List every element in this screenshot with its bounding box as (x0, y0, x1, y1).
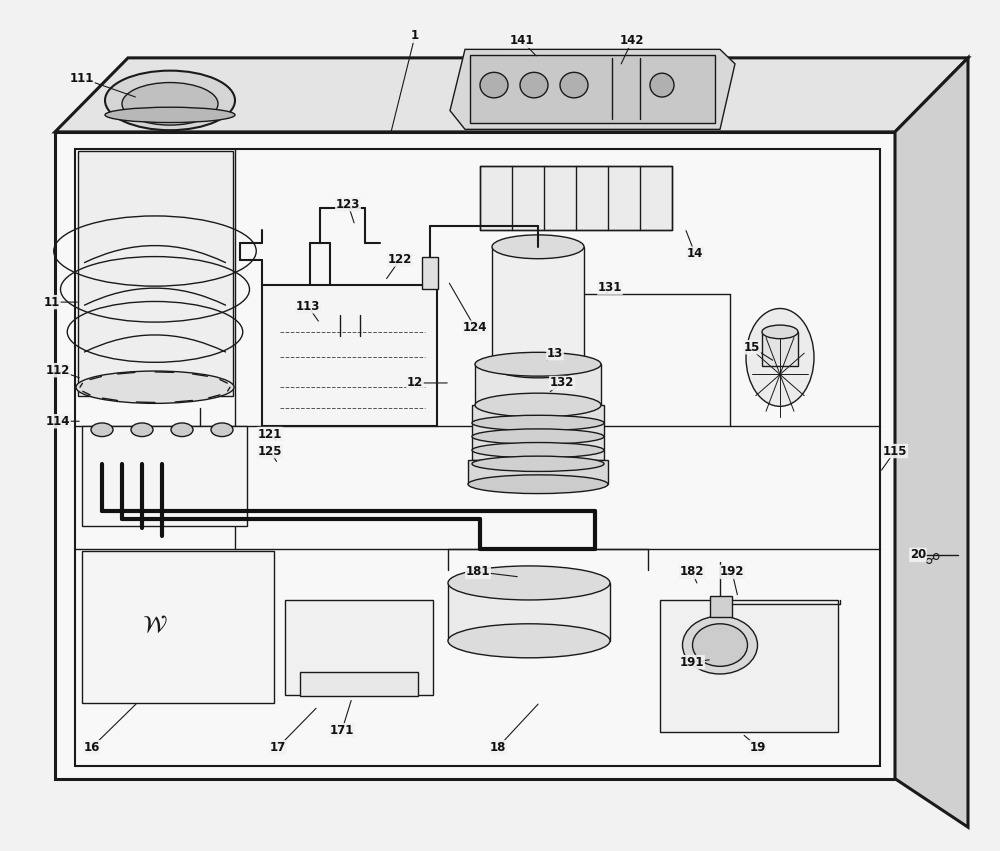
Bar (55, 132, 895, 779)
Ellipse shape (448, 624, 610, 658)
Text: 125: 125 (258, 444, 282, 458)
Bar (762, 332, 798, 366)
Ellipse shape (472, 429, 604, 444)
Bar (422, 257, 438, 289)
Text: 141: 141 (510, 34, 534, 48)
Ellipse shape (472, 456, 604, 471)
Ellipse shape (171, 423, 193, 437)
Bar (710, 596, 732, 617)
Text: 115: 115 (883, 444, 907, 458)
Bar (475, 364, 601, 405)
Text: 123: 123 (336, 197, 360, 211)
Polygon shape (55, 58, 968, 132)
Text: 1: 1 (411, 29, 419, 43)
Text: 191: 191 (680, 655, 704, 669)
Text: 20: 20 (910, 548, 926, 562)
Ellipse shape (480, 72, 508, 98)
Text: ☍: ☍ (924, 552, 940, 568)
Polygon shape (450, 49, 735, 129)
Bar (285, 600, 433, 695)
Ellipse shape (105, 71, 235, 130)
Bar (480, 166, 672, 230)
Text: 18: 18 (490, 740, 506, 754)
Polygon shape (895, 58, 968, 827)
Bar (82, 426, 247, 526)
Ellipse shape (472, 443, 604, 458)
Ellipse shape (475, 393, 601, 417)
Text: 124: 124 (463, 321, 487, 334)
Ellipse shape (472, 415, 604, 431)
Text: 13: 13 (547, 346, 563, 360)
Bar (660, 600, 838, 732)
Ellipse shape (475, 352, 601, 376)
Ellipse shape (448, 566, 610, 600)
Ellipse shape (520, 72, 548, 98)
Bar (300, 672, 418, 696)
Bar (75, 149, 880, 766)
Bar (82, 551, 274, 703)
Text: 192: 192 (720, 565, 744, 579)
Ellipse shape (682, 616, 758, 674)
Text: 114: 114 (46, 414, 70, 428)
Text: 14: 14 (687, 247, 703, 260)
Text: 12: 12 (407, 376, 423, 390)
Ellipse shape (692, 624, 748, 666)
Ellipse shape (122, 83, 218, 125)
Text: 121: 121 (258, 427, 282, 441)
Text: 182: 182 (680, 565, 704, 579)
Bar (470, 55, 715, 123)
Ellipse shape (746, 308, 814, 406)
Text: 131: 131 (598, 281, 622, 294)
Ellipse shape (762, 325, 798, 339)
Ellipse shape (76, 371, 234, 403)
Ellipse shape (91, 423, 113, 437)
Text: 17: 17 (270, 740, 286, 754)
Ellipse shape (468, 475, 608, 494)
Text: 11: 11 (44, 295, 60, 309)
Text: 111: 111 (70, 71, 94, 85)
Text: 142: 142 (620, 34, 644, 48)
Text: 171: 171 (330, 723, 354, 737)
Bar (262, 285, 437, 426)
Bar (468, 460, 608, 484)
Bar (492, 247, 584, 366)
Ellipse shape (211, 423, 233, 437)
Bar (472, 405, 604, 460)
Ellipse shape (131, 423, 153, 437)
Ellipse shape (492, 235, 584, 259)
Text: 113: 113 (296, 300, 320, 313)
Text: 16: 16 (84, 740, 100, 754)
Ellipse shape (492, 354, 584, 378)
Text: 122: 122 (388, 253, 412, 266)
Text: 132: 132 (550, 376, 574, 390)
Text: $\mathcal{W}$: $\mathcal{W}$ (142, 614, 168, 637)
Ellipse shape (560, 72, 588, 98)
Ellipse shape (650, 73, 674, 97)
Text: 112: 112 (46, 363, 70, 377)
Ellipse shape (105, 107, 235, 123)
Text: 15: 15 (744, 340, 760, 354)
Bar (448, 583, 610, 641)
Bar (78, 151, 233, 396)
Text: 181: 181 (466, 565, 490, 579)
Text: 19: 19 (750, 740, 766, 754)
